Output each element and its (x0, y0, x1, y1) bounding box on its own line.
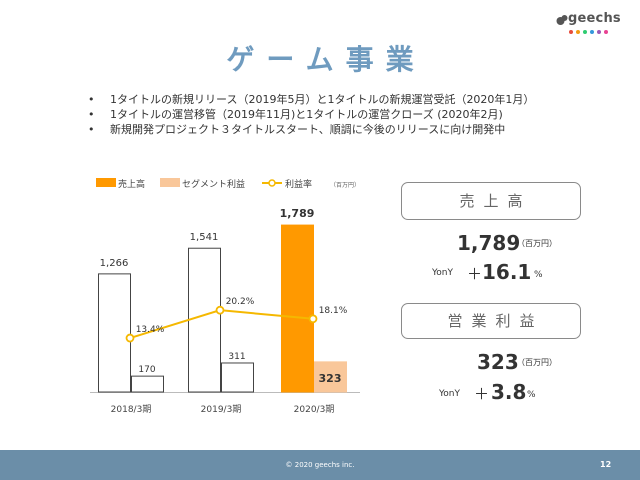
op-value: 323 (477, 350, 519, 374)
sales-yony-label: YonY (432, 268, 454, 278)
page-title: ゲーム事業 (226, 43, 426, 76)
legend-label-profit: セグメント利益 (182, 178, 245, 190)
operating-profit-card: 営業利益 (401, 303, 581, 339)
bullet-list: 1タイトルの新規リリース（2019年5月）と1タイトルの新規運営受託（2020年… (88, 92, 618, 137)
bar-sales-label: 1,266 (100, 258, 129, 269)
sales-change: 16.1 (482, 260, 532, 284)
sales-sign: ＋ (467, 265, 483, 283)
logo-dot (576, 30, 580, 34)
legend-swatch-sales (96, 178, 116, 187)
logo-dot (604, 30, 608, 34)
bar-profit-label: 323 (319, 372, 342, 385)
sales-pct: % (534, 270, 543, 280)
bar-sales (98, 273, 131, 393)
chart-unit-label: （百万円） (330, 182, 360, 189)
x-tick-label: 2018/3期 (111, 404, 152, 415)
bullet-item: 1タイトルの運営移管（2019年11月)と1タイトルの運営クローズ (2020年… (88, 107, 618, 122)
rate-point (215, 305, 225, 315)
bar-profit (221, 362, 254, 393)
bar-profit-label: 311 (228, 352, 245, 362)
x-tick-label: 2019/3期 (201, 404, 242, 415)
rate-label: 18.1% (319, 306, 348, 316)
logo-dot (583, 30, 587, 34)
geechs-logo-icon (556, 15, 568, 25)
op-sign: ＋ (474, 385, 490, 403)
op-pct: % (527, 390, 536, 400)
op-change: 3.8 (491, 380, 527, 404)
op-yony-label: YonY (439, 389, 461, 399)
bar-profit-label: 170 (138, 365, 155, 375)
logo-dot (597, 30, 601, 34)
x-tick-label: 2020/3期 (294, 404, 335, 415)
bar-sales-label: 1,789 (280, 207, 315, 220)
logo-text: geechs (568, 11, 621, 26)
bullet-item: 新規開発プロジェクト３タイトルスタート、順調に今後のリリースに向け開発中 (88, 122, 618, 137)
rate-label: 13.4% (136, 325, 165, 335)
bar-sales (281, 224, 314, 393)
bar-sales-label: 1,541 (190, 232, 219, 243)
logo-dot (590, 30, 594, 34)
rate-point (308, 314, 318, 324)
legend-marker-rate (268, 179, 276, 187)
page-number: 12 (600, 460, 612, 469)
legend-label-rate: 利益率 (285, 178, 312, 190)
geechs-logo: geechs (556, 11, 632, 37)
rate-point (125, 333, 135, 343)
bar-profit (131, 375, 164, 393)
rate-label: 20.2% (226, 297, 255, 307)
bar-profit (314, 361, 347, 393)
sales-value: 1,789 (457, 231, 521, 255)
legend-swatch-profit (160, 178, 180, 187)
footer-bar: © 2020 geechs inc. 12 (0, 450, 640, 480)
op-unit: （百万円） (517, 358, 557, 367)
logo-dots (569, 30, 608, 34)
sales-unit: （百万円） (517, 239, 557, 248)
sales-card: 売上高 (401, 182, 581, 220)
bullet-item: 1タイトルの新規リリース（2019年5月）と1タイトルの新規運営受託（2020年… (88, 92, 618, 107)
bar-sales (188, 247, 221, 393)
footer-copyright: © 2020 geechs inc. (285, 461, 355, 469)
logo-dot (569, 30, 573, 34)
legend-label-sales: 売上高 (118, 178, 145, 190)
